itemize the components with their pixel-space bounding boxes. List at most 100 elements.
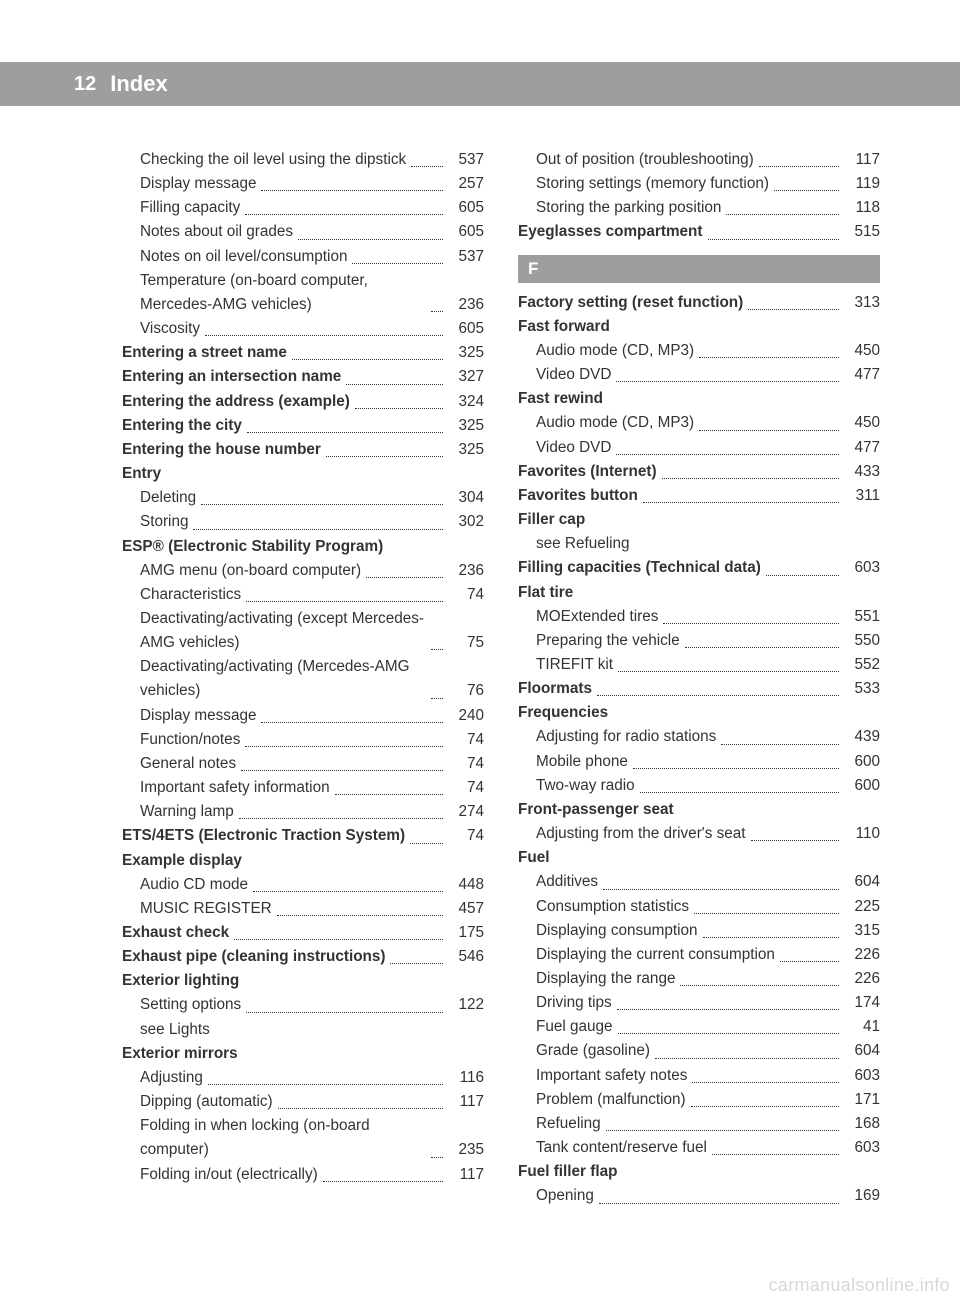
index-entry: Refueling168 — [518, 1112, 880, 1136]
index-entry-label: Deactivating/activating (except Mercedes… — [140, 607, 426, 655]
index-entry: Important safety notes603 — [518, 1064, 880, 1088]
leader-dots — [616, 381, 839, 382]
index-entry: Opening169 — [518, 1184, 880, 1208]
index-entry-label: Storing — [140, 510, 188, 534]
index-entry: Temperature (on-board computer, Mercedes… — [122, 269, 484, 317]
leader-dots — [193, 529, 443, 530]
index-entry: Filling capacity605 — [122, 196, 484, 220]
index-entry: Checking the oil level using the dipstic… — [122, 148, 484, 172]
leader-dots — [366, 577, 443, 578]
index-entry-label: Function/notes — [140, 728, 240, 752]
index-entry-label: Consumption statistics — [536, 895, 689, 919]
index-entry-label: Grade (gasoline) — [536, 1039, 650, 1063]
index-entry-page: 537 — [448, 245, 484, 269]
index-entry-label: Adjusting — [140, 1066, 203, 1090]
leader-dots — [748, 309, 839, 310]
index-entry-page: 119 — [844, 172, 880, 196]
leader-dots — [726, 214, 839, 215]
index-entry: Favorites (Internet) 433 — [518, 460, 880, 484]
index-entry-label: Eyeglasses compartment — [518, 220, 703, 244]
index-entry-label: AMG menu (on-board computer) — [140, 559, 361, 583]
index-entry-page: 175 — [448, 921, 484, 945]
index-entry-label: Displaying consumption — [536, 919, 698, 943]
index-entry-page: 537 — [448, 148, 484, 172]
leader-dots — [685, 647, 839, 648]
index-entry-page: 603 — [844, 556, 880, 580]
index-entry-label: Entering the address (example) — [122, 390, 350, 414]
index-entry-label: Entering the city — [122, 414, 242, 438]
index-entry: Entering the address (example)324 — [122, 390, 484, 414]
index-entry-page: 325 — [448, 438, 484, 462]
index-entry-page: 448 — [448, 873, 484, 897]
leader-dots — [431, 1157, 443, 1158]
index-entry: Exhaust pipe (cleaning instructions)546 — [122, 945, 484, 969]
index-heading: Entry — [122, 462, 484, 486]
index-entry-page: 302 — [448, 510, 484, 534]
index-entry-label: Viscosity — [140, 317, 200, 341]
index-entry-page: 604 — [844, 1039, 880, 1063]
index-entry-label: Entering a street name — [122, 341, 287, 365]
leader-dots — [410, 843, 443, 844]
index-entry-label: Displaying the range — [536, 967, 675, 991]
index-entry: MOExtended tires551 — [518, 605, 880, 629]
leader-dots — [606, 1130, 839, 1131]
page-title: Index — [110, 71, 167, 97]
index-entry-page: 551 — [844, 605, 880, 629]
index-entry-label: Driving tips — [536, 991, 612, 1015]
index-entry-page: 174 — [844, 991, 880, 1015]
index-entry-page: 74 — [448, 776, 484, 800]
index-entry: Deactivating/activating (except Mercedes… — [122, 607, 484, 655]
index-entry-page: 74 — [448, 583, 484, 607]
index-entry: Storing settings (memory function) 119 — [518, 172, 880, 196]
index-entry: Displaying consumption315 — [518, 919, 880, 943]
leader-dots — [617, 1009, 839, 1010]
index-entry: Audio mode (CD, MP3)450 — [518, 339, 880, 363]
index-entry-label: Storing settings (memory function) — [536, 172, 769, 196]
index-heading: Fuel — [518, 846, 880, 870]
index-entry-page: 122 — [448, 993, 484, 1017]
index-entry-label: Temperature (on-board computer, Mercedes… — [140, 269, 426, 317]
leader-dots — [278, 1108, 443, 1109]
index-heading: Example display — [122, 849, 484, 873]
leader-dots — [774, 190, 839, 191]
leader-dots — [247, 432, 443, 433]
index-entry-page: 236 — [448, 293, 484, 317]
index-entry-label: Displaying the current consumption — [536, 943, 775, 967]
leader-dots — [663, 623, 839, 624]
leader-dots — [691, 1106, 839, 1107]
index-entry-label: Audio mode (CD, MP3) — [536, 411, 694, 435]
leader-dots — [326, 456, 443, 457]
leader-dots — [597, 695, 839, 696]
index-entry: Adjusting116 — [122, 1066, 484, 1090]
index-entry-label: Folding in when locking (on-board comput… — [140, 1114, 426, 1162]
index-entry-page: 605 — [448, 220, 484, 244]
index-entry-label: Favorites (Internet) — [518, 460, 657, 484]
index-entry: Floormats533 — [518, 677, 880, 701]
index-entry: Exhaust check175 — [122, 921, 484, 945]
leader-dots — [633, 768, 839, 769]
index-entry-page: 118 — [844, 196, 880, 220]
index-entry: Consumption statistics 225 — [518, 895, 880, 919]
leader-dots — [352, 263, 443, 264]
leader-dots — [616, 454, 839, 455]
index-entry-page: 311 — [844, 484, 880, 508]
index-entry-label: Floormats — [518, 677, 592, 701]
index-entry-label: Display message — [140, 704, 256, 728]
index-entry: Preparing the vehicle550 — [518, 629, 880, 653]
left-column: Checking the oil level using the dipstic… — [122, 148, 484, 1209]
index-entry-page: 225 — [844, 895, 880, 919]
index-entry-label: Important safety notes — [536, 1064, 687, 1088]
index-entry-page: 169 — [844, 1184, 880, 1208]
index-entry-page: 600 — [844, 774, 880, 798]
index-entry-page: 450 — [844, 339, 880, 363]
index-heading: Fuel filler flap — [518, 1160, 880, 1184]
leader-dots — [708, 239, 840, 240]
index-entry-page: 433 — [844, 460, 880, 484]
index-entry-page: 439 — [844, 725, 880, 749]
index-entry-label: Adjusting from the driver's seat — [536, 822, 746, 846]
index-heading: Fast rewind — [518, 387, 880, 411]
index-entry-label: ETS/4ETS (Electronic Traction System) — [122, 824, 405, 848]
index-entry: Fuel gauge41 — [518, 1015, 880, 1039]
index-entry-label: Problem (malfunction) — [536, 1088, 686, 1112]
leader-dots — [261, 190, 443, 191]
